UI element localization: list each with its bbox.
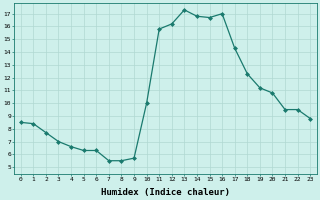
X-axis label: Humidex (Indice chaleur): Humidex (Indice chaleur) [101,188,230,197]
